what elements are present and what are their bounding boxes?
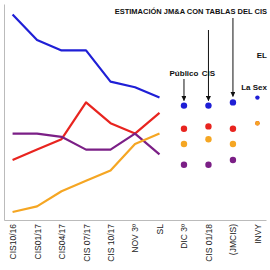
annotation-arrow <box>232 18 233 96</box>
x-tick: INVY <box>253 220 263 244</box>
estimate-dot <box>205 162 211 168</box>
x-tick-label: DIC 3º <box>179 224 189 249</box>
series-line <box>13 134 160 212</box>
x-tick: NOV 3º <box>130 220 140 253</box>
chart-container: CIS10/16 CIS01/17 CIS04/17 CIS 07/17 CIS 10/… <box>0 0 270 270</box>
x-tick-label: (JMCIS) <box>228 224 238 255</box>
annotation: ESTIMACIÓN JM&A CON TABLAS DEL CIS <box>115 7 267 16</box>
x-axis: CIS10/16 CIS01/17 CIS04/17 CIS 07/17 CIS 10/… <box>5 220 267 262</box>
x-tick-label: CIS 07/17 <box>82 224 92 262</box>
plot: CIS10/16 CIS01/17 CIS04/17 CIS 07/17 CIS 10/… <box>5 5 267 262</box>
x-tick-label: CIS 10/17 <box>106 224 116 262</box>
chart-svg: CIS10/16 CIS01/17 CIS04/17 CIS 07/17 CIS 10/… <box>0 0 270 270</box>
marks <box>13 14 260 212</box>
estimate-dot <box>230 157 236 163</box>
series-line <box>13 14 160 97</box>
estimate-dot <box>230 126 236 132</box>
annotation-arrow <box>208 30 209 101</box>
estimate-dot <box>230 141 236 147</box>
y-axis <box>4 5 5 221</box>
x-tick: CIS 01/18 <box>204 220 214 262</box>
estimate-dot <box>181 102 187 108</box>
estimate-dot <box>181 162 187 168</box>
x-axis-line <box>5 220 267 221</box>
x-tick: CIS10/16 <box>8 220 18 259</box>
x-tick-label: INVY <box>253 224 263 244</box>
y-axis-line <box>4 5 5 221</box>
x-tick: CIS04/17 <box>57 220 67 259</box>
x-tick: CIS01/17 <box>33 220 43 259</box>
x-tick: DIC 3º <box>179 220 189 249</box>
x-tick-label: SL <box>155 224 165 235</box>
annotation: La Sex <box>241 83 267 92</box>
annotations: ESTIMACIÓN JM&A CON TABLAS DEL CIS Públic… <box>115 7 268 101</box>
annotation: EL <box>257 51 267 60</box>
x-tick-label: CIS04/17 <box>57 224 67 260</box>
x-tick: CIS 07/17 <box>82 220 92 262</box>
x-tick-label: NOV 3º <box>130 224 140 253</box>
annotation: Público <box>170 69 199 78</box>
x-tick: (JMCIS) <box>228 220 238 255</box>
x-tick-label: CIS01/17 <box>33 224 43 260</box>
annotation-arrow <box>183 79 184 101</box>
estimate-dot <box>205 136 211 142</box>
estimate-dot <box>205 123 211 129</box>
x-tick: CIS 10/17 <box>106 220 116 262</box>
x-tick: SL <box>155 220 165 234</box>
series-point <box>255 95 259 99</box>
x-tick-label: CIS 01/18 <box>204 224 214 262</box>
estimate-dot <box>205 102 211 108</box>
series-point <box>255 121 259 125</box>
series-point <box>255 121 259 125</box>
series-line <box>13 102 160 160</box>
x-tick-label: CIS10/16 <box>8 224 18 260</box>
estimate-dot <box>181 141 187 147</box>
estimate-dot <box>181 126 187 132</box>
estimate-dot <box>230 99 236 105</box>
